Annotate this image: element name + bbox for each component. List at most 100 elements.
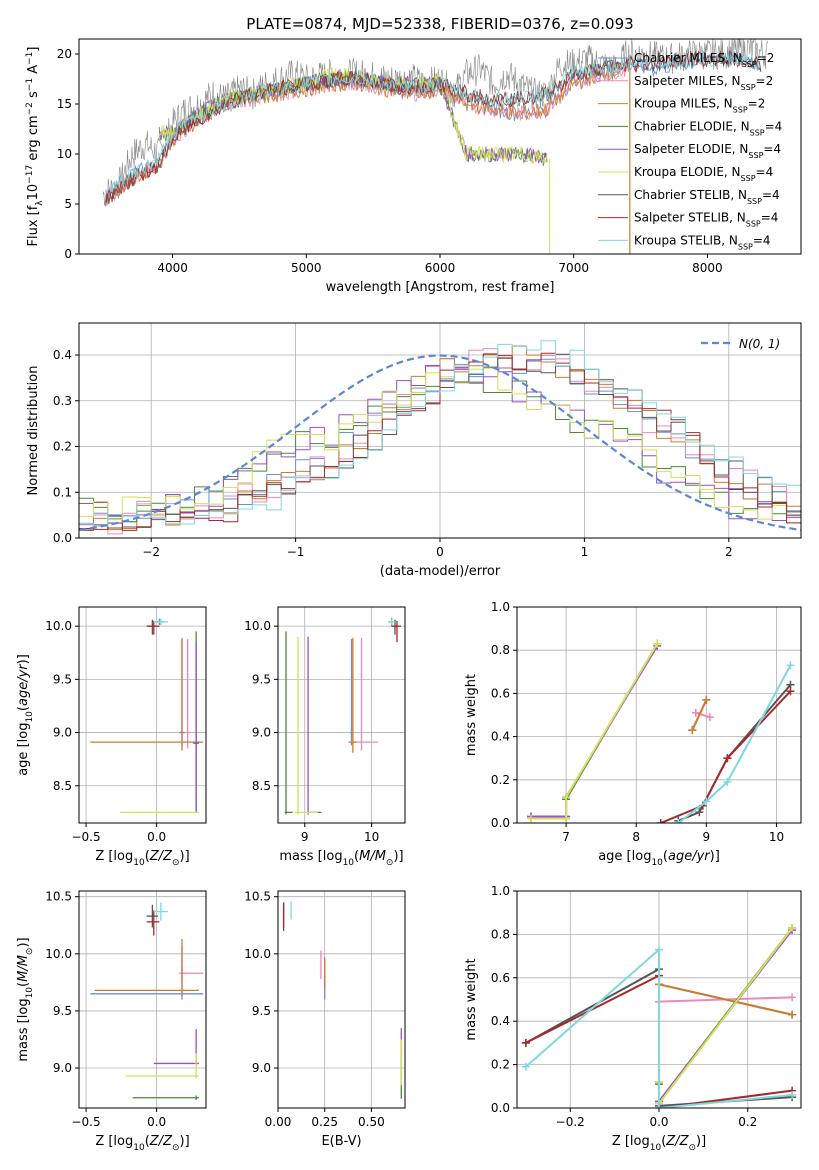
axes-frame: [78, 38, 802, 255]
weight-line-salpeter-elodie: [531, 645, 659, 818]
weight-marker: [705, 713, 714, 722]
legend-label: Salpeter MILES, NSSP=2: [634, 74, 773, 92]
legend-label: Kroupa MILES, NSSP=2: [634, 97, 765, 115]
y-tick-label: 5: [64, 197, 72, 211]
y-tick-label: 0.2: [491, 1058, 510, 1072]
y-tick-label: 0.8: [491, 927, 510, 941]
weight-marker: [786, 687, 795, 696]
y-tick-label: 0.3: [53, 394, 72, 408]
x-tick-label: 9: [703, 830, 711, 844]
legend: Chabrier MILES, NSSP=2 Salpeter MILES, NS…: [598, 51, 782, 251]
weight-marker: [562, 814, 571, 823]
x-tick-label: −0.5: [71, 1115, 100, 1129]
y-tick-label: 0.4: [491, 1014, 510, 1028]
y-tick-label: 0.6: [491, 686, 510, 700]
legend-label: Salpeter STELIB, NSSP=4: [634, 211, 778, 229]
x-tick-label: 10: [364, 830, 379, 844]
weight-line-kroupa-stelib: [677, 664, 792, 823]
weight-marker: [562, 793, 571, 802]
y-tick-label: 0.6: [491, 971, 510, 985]
y-axis-label: mass weight: [464, 958, 479, 1040]
x-tick-label: −0.2: [556, 1115, 585, 1129]
weight-marker: [788, 1010, 797, 1019]
y-tick-label: 0.0: [53, 531, 72, 545]
normal-curve: [79, 354, 801, 532]
y-axis-label: Flux [fλ10−17 erg cm−2 s−1 A−1]: [25, 47, 45, 247]
panel-massweight_vs_Z: −0.2 0.0 0.2 0.0 0.2 0.4 0.6 0.8 1.0 Z [log10(Z/Z…: [464, 884, 802, 1153]
weight-marker: [702, 695, 711, 704]
y-axis-label: Normed distribution: [26, 366, 41, 496]
y-tick-label: 0.2: [53, 440, 72, 454]
legend-label: Chabrier STELIB, NSSP=4: [634, 188, 780, 206]
panel-age_vs_Z: −0.5 0.0 8.5 9.0 9.5 10.0 Z [log10(Z/Z⊙)] age […: [16, 606, 207, 868]
weight-marker: [527, 814, 536, 823]
weight-marker: [723, 754, 732, 763]
spectrum-line-chabrier-elodie: [158, 70, 548, 166]
y-tick-label: 0: [64, 247, 72, 261]
y-tick-label: 10.5: [244, 890, 271, 904]
axes-frame: [78, 322, 802, 539]
x-tick-label: −0.5: [71, 830, 100, 844]
y-tick-label: 20: [57, 47, 72, 61]
y-tick-label: 0.0: [491, 1101, 510, 1115]
x-tick-label: 4000: [157, 261, 188, 275]
spectrum-line-chabrier-stelib: [105, 50, 762, 207]
x-tick-label: 9: [301, 830, 309, 844]
x-tick-label: −1: [287, 545, 305, 559]
weight-marker: [695, 808, 704, 817]
y-axis-label: age [log10(age/yr)]: [16, 654, 35, 776]
y-tick-label: 10.0: [45, 619, 72, 633]
x-tick-label: 0.2: [738, 1115, 757, 1129]
y-tick-label: 0.0: [491, 816, 510, 830]
x-tick-label: 10: [769, 830, 784, 844]
plot-area: [517, 607, 801, 823]
y-tick-label: 9.0: [53, 726, 72, 740]
y-tick-label: 9.0: [252, 726, 271, 740]
x-tick-label: 7: [562, 830, 570, 844]
y-tick-label: 9.5: [252, 1004, 271, 1018]
x-tick-label: 7000: [558, 261, 589, 275]
figure-title: PLATE=0874, MJD=52338, FIBERID=0376, z=0…: [246, 15, 633, 33]
y-tick-label: 10.0: [45, 947, 72, 961]
spectrum-line-salpeter-elodie: [158, 71, 548, 164]
weight-marker: [788, 993, 797, 1002]
plot-area: [79, 607, 206, 823]
x-tick-label: 0.00: [265, 1115, 292, 1129]
x-axis-label: wavelength [Angstrom, rest frame]: [326, 280, 555, 295]
weight-marker: [702, 797, 711, 806]
legend: N(0, 1): [701, 337, 780, 351]
weight-line-chabrier-elodie: [531, 643, 659, 818]
weight-line-chabrier-stelib: [677, 684, 792, 822]
y-axis-label: mass weight: [464, 674, 479, 756]
y-tick-label: 10: [57, 147, 72, 161]
y-tick-label: 10.0: [244, 619, 271, 633]
plot-area: [79, 323, 801, 538]
x-axis-label: Z [log10(Z/Z⊙)]: [95, 849, 189, 868]
x-tick-label: 0.0: [649, 1115, 668, 1129]
plot-area: [102, 39, 768, 254]
weight-line-kroupa-elodie: [658, 927, 793, 1105]
plot-area: [278, 607, 405, 823]
y-tick-label: 8.5: [252, 779, 271, 793]
weight-line-kroupa-stelib: [525, 948, 793, 1108]
y-tick-label: 9.5: [252, 672, 271, 686]
x-tick-label: 8: [632, 830, 640, 844]
x-axis-label: Z [log10(Z/Z⊙)]: [95, 1134, 189, 1153]
y-tick-label: 9.5: [53, 672, 72, 686]
y-axis-label: mass [log10(M/M⊙)]: [16, 937, 35, 1061]
x-tick-label: 1: [581, 545, 589, 559]
x-tick-label: 0.50: [358, 1115, 385, 1129]
legend-label: Kroupa ELODIE, NSSP=4: [634, 165, 773, 183]
weight-marker: [655, 1104, 663, 1108]
x-axis-label: age [log10(age/yr)]: [598, 849, 720, 868]
weight-marker: [688, 726, 697, 735]
weight-marker: [656, 819, 665, 823]
panel-mass_vs_Z: −0.5 0.0 9.0 9.5 10.0 10.5 Z [log10(Z/Z⊙)] mass…: [16, 890, 207, 1153]
histogram-kroupa-stelib: [79, 340, 801, 527]
y-tick-label: 0.2: [491, 773, 510, 787]
weight-marker: [655, 945, 663, 954]
y-tick-label: 0.8: [491, 643, 510, 657]
weight-marker: [521, 1062, 530, 1071]
weight-marker: [723, 777, 732, 786]
panel-mass_vs_EBV: 0.00 0.25 0.50 9.0 9.5 10.0 10.5 E(B-V): [244, 890, 406, 1149]
